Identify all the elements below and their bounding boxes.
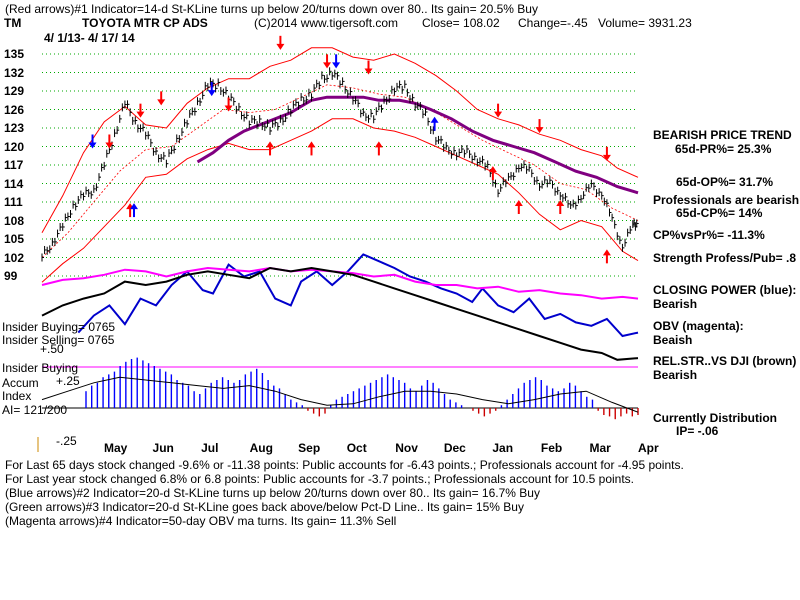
month-label: Jan <box>492 441 514 455</box>
copyright: (C)2014 www.tigersoft.com <box>254 16 399 30</box>
professionals-label: Professionals are bearish <box>653 193 800 207</box>
distribution-label: Currently Distribution <box>653 411 778 425</box>
red-arrow-up-head <box>514 200 523 206</box>
obv-state: Beaish <box>653 333 693 347</box>
y-tick-label: 135 <box>4 47 25 61</box>
volume: Volume= 3931.23 <box>598 16 692 30</box>
red-arrow-up-head <box>602 249 611 256</box>
pr-value: 65d-PR%= 25.3% <box>675 142 772 156</box>
y-tick-label: 126 <box>4 102 25 117</box>
y-tick-label: 99 <box>4 269 18 283</box>
ai-label: AI= 121/200 <box>2 403 68 417</box>
footer-blue-arrows: (Blue arrows)#2 Indicator=20-d St-KLine … <box>5 486 540 500</box>
blue-arrow-up-head <box>430 116 439 123</box>
insider-buying-label-2: Insider Buying <box>2 361 79 375</box>
month-label: Feb <box>540 441 563 455</box>
y-tick-label: 129 <box>4 84 25 98</box>
cp-value: 65d-CP%= 14% <box>676 206 763 220</box>
month-label: Dec <box>443 441 466 455</box>
red-arrow-up-head <box>307 141 316 148</box>
plus-50-label: +.50 <box>40 342 64 356</box>
y-tick-label: 132 <box>4 65 25 80</box>
red-arrow-down-head <box>494 111 503 118</box>
month-label: Jul <box>201 441 219 455</box>
lower-band-line <box>41 118 639 283</box>
red-arrow-down-head <box>224 105 233 112</box>
red-arrow-down-head <box>364 68 373 75</box>
footer-green-arrows: (Green arrows)#3 Indicator=20-d St-KLine… <box>5 500 524 514</box>
closing-power-state: Bearish <box>653 297 698 311</box>
red-arrow-up-head <box>556 200 565 206</box>
blue-arrow-down-head <box>332 62 341 69</box>
accum-label: Accum <box>2 376 39 390</box>
cpvspr-value: CP%vsPr%= -11.3% <box>653 228 765 242</box>
insider-buying-label: Insider Buying= 0765 <box>2 320 116 334</box>
y-tick-label: 120 <box>4 139 25 154</box>
op-value: 65d-OP%= 31.7% <box>676 175 774 189</box>
month-label: Jun <box>152 441 174 455</box>
month-label: May <box>104 441 128 455</box>
month-label: Aug <box>249 441 273 455</box>
month-label: Sep <box>298 441 321 455</box>
relstr-line <box>41 266 639 361</box>
month-label: Nov <box>395 441 418 455</box>
y-tick-label: 102 <box>4 250 25 265</box>
company-name: TOYOTA MTR CP ADS <box>82 16 208 30</box>
closing-power-label: CLOSING POWER (blue): <box>653 283 797 297</box>
month-label: Oct <box>346 441 367 455</box>
y-tick-label: 114 <box>4 176 24 191</box>
blue-arrow-down-head <box>88 142 97 149</box>
relstr-state: Bearish <box>653 368 698 382</box>
red-arrow-up-head <box>266 141 275 148</box>
date-range: 4/ 1/13- 4/ 17/ 14 <box>44 31 135 45</box>
red-arrow-up-head <box>374 141 383 148</box>
red-arrow-down-head <box>535 127 544 134</box>
footer-65day: For Last 65 days stock changed -9.6% or … <box>5 458 684 472</box>
red-arrow-down-head <box>602 154 611 161</box>
accum-ma-line <box>41 376 639 413</box>
red-arrow-down-head <box>323 62 332 69</box>
blue-arrow-up-head <box>129 203 138 210</box>
trend-title: BEARISH PRICE TREND <box>653 128 792 142</box>
red-arrow-down-head <box>136 111 145 118</box>
y-tick-label: 123 <box>4 121 25 135</box>
red-arrow-down-head <box>276 43 285 50</box>
red-arrow-up-head <box>488 166 497 173</box>
ticker-symbol: TM <box>4 16 22 30</box>
insider-selling-label: Insider Selling= 0765 <box>2 333 115 347</box>
index-label: Index <box>2 389 32 403</box>
blue-arrow-down-head <box>207 90 216 97</box>
obv-label: OBV (magenta): <box>653 319 744 333</box>
relstr-label: REL.STR..VS DJI (brown) <box>653 354 797 368</box>
ip-value: IP= -.06 <box>676 424 719 438</box>
strength-value: Strength Profess/Pub= .8 <box>653 251 797 265</box>
accum-tick-plus: +.25 <box>56 374 80 388</box>
y-tick-label: 117 <box>4 158 24 172</box>
accum-tick-minus: -.25 <box>56 434 77 448</box>
red-arrow-down-head <box>105 142 114 149</box>
closing-power-line <box>77 253 639 338</box>
red-arrow-down-head <box>157 99 166 106</box>
red-arrows-legend: (Red arrows)#1 Indicator=14-d St-KLine t… <box>5 2 538 16</box>
close-price: Close= 108.02 <box>422 16 500 30</box>
price-change: Change=-.45 <box>518 16 588 30</box>
y-tick-label: 111 <box>4 195 23 209</box>
mid-band-line <box>41 84 639 258</box>
footer-year: For Last year stock changed 6.8% or 6.8 … <box>5 472 635 486</box>
y-tick-label: 108 <box>4 213 25 228</box>
month-label: Apr <box>638 441 659 455</box>
upper-band-line <box>41 47 639 234</box>
y-tick-label: 105 <box>4 232 25 246</box>
month-label: Mar <box>589 441 611 455</box>
footer-magenta-arrows: (Magenta arrows)#4 Indicator=50-day OBV … <box>5 514 397 528</box>
